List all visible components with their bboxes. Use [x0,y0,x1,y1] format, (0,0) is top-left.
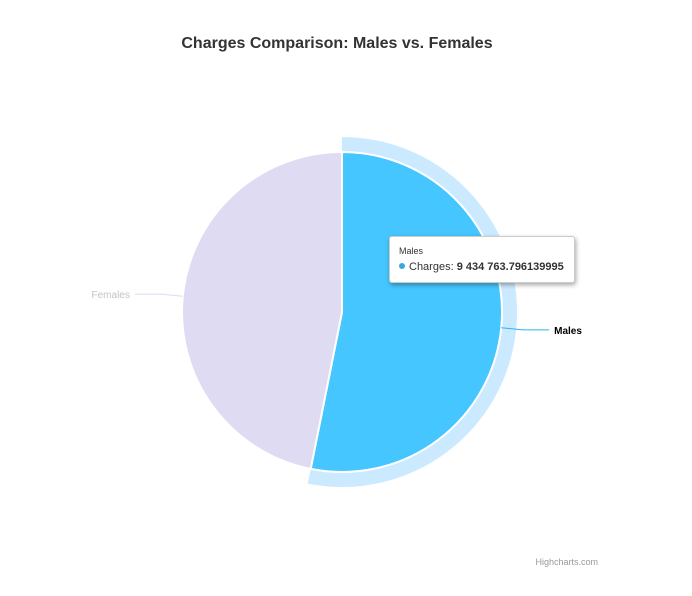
tooltip-series-label: Charges: [409,261,457,273]
tooltip-row: Charges: 9 434 763.796139995 [399,261,566,273]
tooltip-value: 9 434 763.796139995 [456,261,564,273]
data-labels: Males Females [92,290,583,337]
pie-slice-females[interactable] [181,151,343,470]
tooltip-series-dot [399,263,405,269]
connector-females [134,293,183,297]
credits-link[interactable]: Highcharts.com [535,557,598,567]
pie-slice-males[interactable] [309,151,504,473]
data-label-females: Females [92,290,130,301]
connector-males [501,327,550,331]
pie-slices [181,137,518,487]
tooltip-header: Males [399,246,424,256]
data-label-males: Males [554,326,582,337]
tooltip: Males Charges: 9 434 763.796139995 [389,236,575,283]
chart-title: Charges Comparison: Males vs. Females [181,35,492,52]
